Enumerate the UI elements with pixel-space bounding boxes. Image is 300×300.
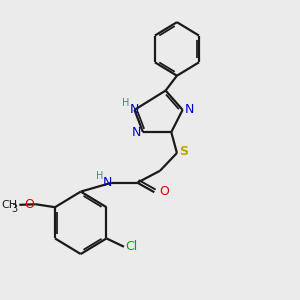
Text: N: N — [103, 176, 112, 189]
Text: H: H — [122, 98, 130, 108]
Text: S: S — [179, 145, 188, 158]
Text: CH: CH — [2, 200, 18, 210]
Text: N: N — [185, 103, 194, 116]
Text: Cl: Cl — [126, 240, 138, 253]
Text: N: N — [130, 103, 139, 116]
Text: O: O — [159, 185, 169, 198]
Text: O: O — [25, 198, 34, 211]
Text: N: N — [131, 126, 141, 139]
Text: 3: 3 — [12, 204, 18, 214]
Text: H: H — [96, 171, 104, 181]
